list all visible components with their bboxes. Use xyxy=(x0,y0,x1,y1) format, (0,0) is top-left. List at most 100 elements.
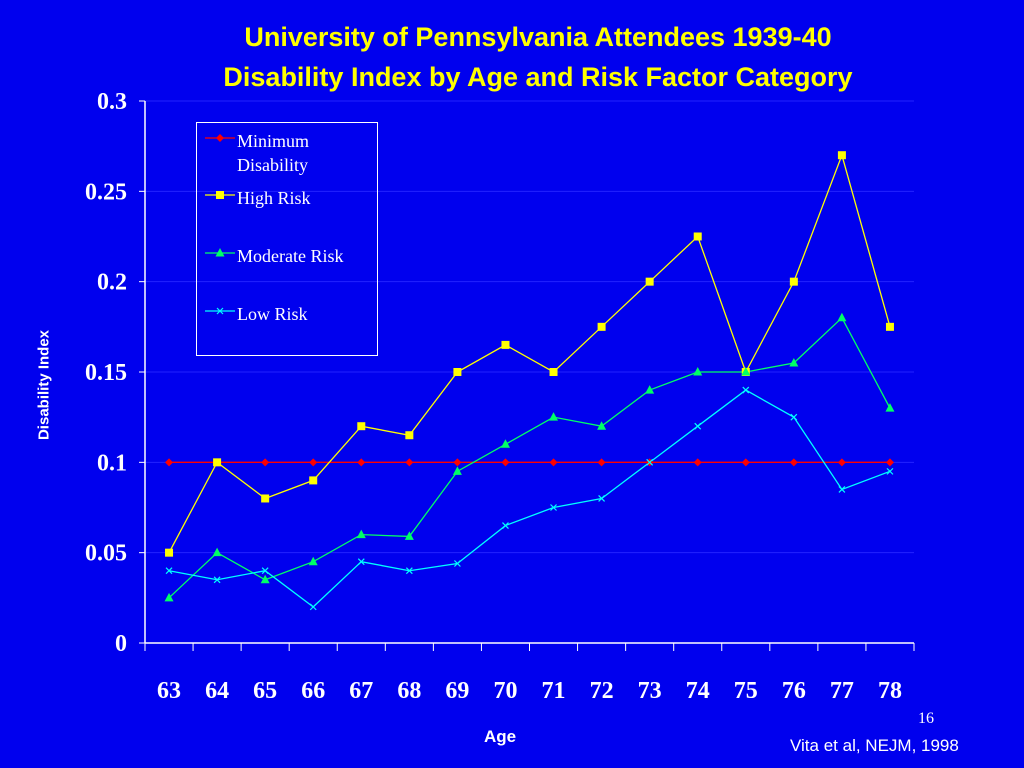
legend-symbol-triangle-icon xyxy=(205,248,235,257)
data-point-s3-15 xyxy=(886,467,894,475)
x-tick-label: 63 xyxy=(157,678,181,704)
data-point-s1-7 xyxy=(501,340,510,349)
data-point-s3-10 xyxy=(646,458,654,466)
y-axis-label: Disability Index xyxy=(35,329,53,441)
data-point-s1-14 xyxy=(837,151,846,160)
data-point-s0-13 xyxy=(789,458,798,467)
legend-label: High Risk xyxy=(237,188,311,208)
data-point-s1-6 xyxy=(453,368,462,376)
data-point-s3-14 xyxy=(838,486,846,493)
x-tick-label: 78 xyxy=(878,678,902,704)
data-point-s0-2 xyxy=(261,458,270,467)
legend-item-moderate-risk: Moderate Risk xyxy=(203,244,372,268)
data-point-s3-11 xyxy=(694,422,702,430)
y-tick-label: 0.1 xyxy=(97,450,127,476)
data-point-s3-9 xyxy=(598,495,606,502)
data-point-s3-7 xyxy=(502,522,509,529)
series-line-1 xyxy=(168,153,891,553)
x-tick-label: 74 xyxy=(686,678,710,704)
data-point-s1-0 xyxy=(165,548,174,557)
legend-symbol-x-icon xyxy=(205,307,235,315)
legend-marker xyxy=(215,248,225,257)
data-point-s0-9 xyxy=(597,458,606,467)
data-point-s3-0 xyxy=(165,567,173,575)
page-number: 16 xyxy=(918,710,934,727)
data-point-s0-11 xyxy=(693,458,702,467)
data-point-s0-7 xyxy=(501,458,510,467)
data-point-s2-12 xyxy=(741,367,751,376)
series-line-2 xyxy=(168,316,891,599)
data-point-s2-13 xyxy=(789,357,799,367)
x-tick-label: 73 xyxy=(638,678,662,704)
x-tick-label: 71 xyxy=(542,678,566,704)
legend-item-low-risk: Low Risk xyxy=(203,302,372,326)
legend-symbol-square-icon xyxy=(205,191,235,199)
legend-marker xyxy=(216,307,224,315)
data-point-s3-12 xyxy=(742,386,750,394)
slide-title-line2: Disability Index by Age and Risk Factor … xyxy=(223,62,853,92)
legend-label: Minimum Disability xyxy=(237,131,310,175)
data-point-s1-2 xyxy=(261,494,270,503)
legend-item-high-risk: High Risk xyxy=(203,186,372,210)
data-point-s2-4 xyxy=(356,529,366,539)
x-tick-label: 67 xyxy=(349,678,373,704)
data-point-s1-4 xyxy=(357,422,366,431)
data-point-s0-15 xyxy=(885,458,894,467)
x-axis-label: Age xyxy=(484,727,517,746)
y-tick-label: 0.05 xyxy=(85,541,127,567)
data-point-s1-9 xyxy=(597,322,606,331)
data-point-s2-8 xyxy=(549,412,559,421)
data-point-s1-1 xyxy=(213,458,222,467)
data-point-s2-11 xyxy=(693,367,703,376)
data-point-s1-10 xyxy=(645,277,654,286)
data-point-s2-5 xyxy=(404,531,414,540)
data-point-s2-7 xyxy=(500,439,510,448)
data-point-s1-15 xyxy=(885,322,894,331)
legend-item-minimum-disability: Minimum Disability xyxy=(203,129,372,177)
data-point-s0-3 xyxy=(309,458,318,467)
data-point-s1-13 xyxy=(789,277,798,286)
legend-marker xyxy=(216,191,224,199)
x-tick-label: 68 xyxy=(397,678,421,704)
data-point-s3-8 xyxy=(550,504,557,511)
data-point-s0-6 xyxy=(453,458,462,467)
x-tick-label: 66 xyxy=(301,678,325,704)
data-point-s0-12 xyxy=(741,458,750,467)
data-point-s2-2 xyxy=(260,574,270,584)
data-point-s2-15 xyxy=(885,403,895,412)
data-point-s1-3 xyxy=(309,476,318,485)
data-point-s3-1 xyxy=(213,576,221,584)
data-point-s2-0 xyxy=(164,592,174,602)
x-tick-label: 64 xyxy=(205,678,229,704)
x-tick-label: 65 xyxy=(253,678,277,704)
x-tick-label: 72 xyxy=(590,678,614,704)
data-point-s1-11 xyxy=(693,232,702,241)
series-line-3 xyxy=(168,389,891,608)
data-point-s1-5 xyxy=(405,431,414,440)
y-tick-label: 0 xyxy=(115,631,127,657)
data-point-s2-10 xyxy=(645,385,655,394)
x-tick-label: 70 xyxy=(493,678,517,704)
data-point-s3-3 xyxy=(309,603,317,611)
data-point-s2-9 xyxy=(597,421,607,430)
x-tick-label: 69 xyxy=(445,678,469,704)
legend-symbol-diamond-icon xyxy=(205,134,235,142)
data-point-s1-8 xyxy=(549,368,558,376)
citation: Vita et al, NEJM, 1998 xyxy=(790,736,959,755)
legend-marker xyxy=(216,134,224,142)
data-point-s0-4 xyxy=(357,458,366,467)
y-tick-label: 0.3 xyxy=(97,89,127,115)
chart-legend: Minimum Disability High Risk Moderate Ri… xyxy=(196,122,378,356)
legend-label: Low Risk xyxy=(237,304,308,324)
data-point-s0-5 xyxy=(405,458,414,467)
data-point-s3-6 xyxy=(453,560,461,567)
data-point-s2-3 xyxy=(308,556,318,566)
data-point-s3-2 xyxy=(261,567,269,575)
data-point-s2-6 xyxy=(452,466,462,475)
y-tick-label: 0.25 xyxy=(85,179,127,205)
legend-label: Moderate Risk xyxy=(237,246,344,266)
slide-title-line1: University of Pennsylvania Attendees 193… xyxy=(244,22,832,52)
data-point-s3-13 xyxy=(790,413,798,421)
x-tick-label: 77 xyxy=(830,678,854,704)
data-point-s2-14 xyxy=(837,312,847,322)
